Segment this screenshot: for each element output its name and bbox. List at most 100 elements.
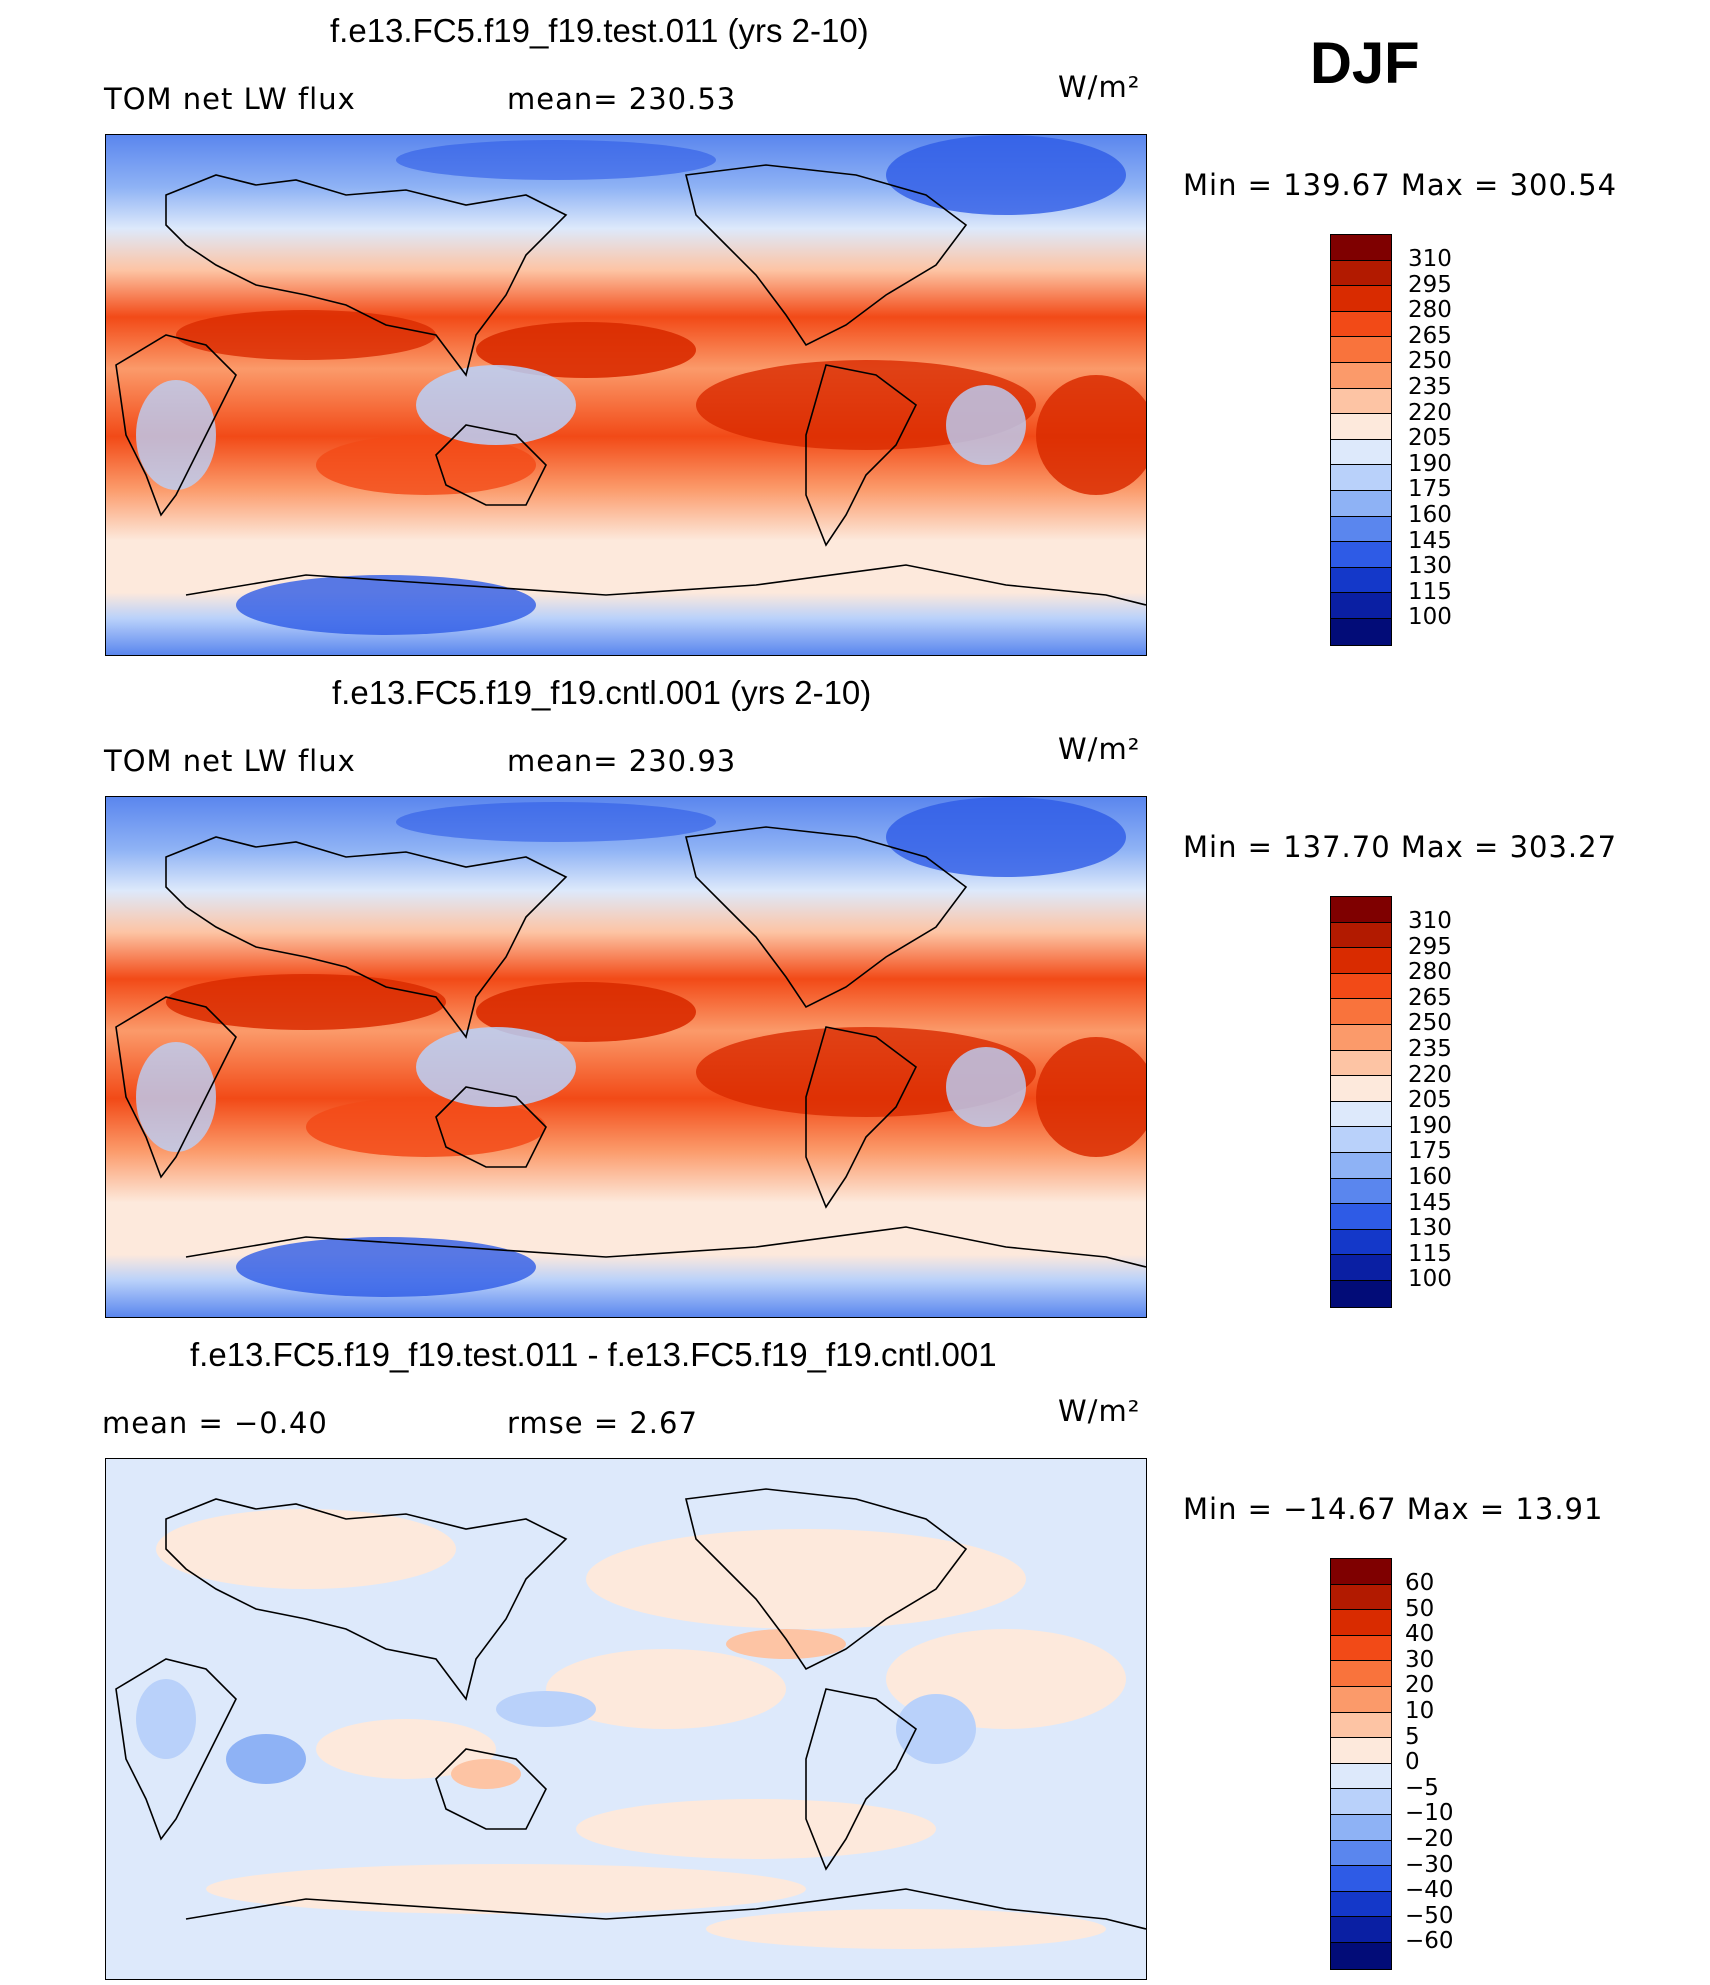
colorbar-swatch	[1331, 286, 1391, 312]
colorbar-swatch	[1331, 1076, 1391, 1102]
colorbar-swatch	[1331, 1763, 1391, 1790]
colorbar-swatch	[1331, 897, 1391, 923]
colorbar-swatch	[1331, 1686, 1391, 1713]
panel-2-colorbar	[1330, 896, 1392, 1308]
colorbar-label: 40	[1405, 1621, 1435, 1648]
colorbar-swatch	[1331, 490, 1391, 517]
colorbar-swatch	[1331, 1840, 1391, 1867]
panel-1-colorbar	[1330, 234, 1392, 646]
colorbar-swatch	[1331, 465, 1391, 491]
colorbar-label: 50	[1405, 1595, 1435, 1622]
colorbar-label: 100	[1408, 1266, 1452, 1293]
colorbar-label: 280	[1408, 297, 1452, 324]
colorbar-label: 250	[1408, 348, 1452, 375]
colorbar-swatch	[1331, 1204, 1391, 1230]
colorbar-swatch	[1331, 260, 1391, 287]
panel-1-units: W/m²	[1058, 70, 1141, 104]
colorbar-label: 175	[1408, 1138, 1452, 1165]
colorbar-label: 205	[1408, 1087, 1452, 1114]
colorbar-swatch	[1331, 439, 1391, 466]
colorbar-swatch	[1331, 1814, 1391, 1841]
colorbar-label: −50	[1405, 1902, 1454, 1929]
colorbar-swatch	[1331, 999, 1391, 1025]
colorbar-swatch	[1331, 1101, 1391, 1128]
colorbar-label: 190	[1408, 1112, 1452, 1139]
colorbar-swatch	[1331, 948, 1391, 974]
panel-1-title: f.e13.FC5.f19_f19.test.011 (yrs 2-10)	[330, 12, 869, 49]
panel-2-minmax: Min = 137.70 Max = 303.27	[1183, 830, 1618, 864]
colorbar-swatch	[1331, 388, 1391, 415]
colorbar-swatch	[1331, 362, 1391, 389]
colorbar-label: 280	[1408, 959, 1452, 986]
colorbar-label: 30	[1405, 1646, 1435, 1673]
panel-3-colorbar	[1330, 1558, 1392, 1970]
colorbar-swatch	[1331, 1280, 1391, 1307]
colorbar-swatch	[1331, 1178, 1391, 1205]
colorbar-swatch	[1331, 618, 1391, 645]
colorbar-label: 60	[1405, 1570, 1435, 1596]
colorbar-swatch	[1331, 1891, 1391, 1918]
panel-2-colorbar-labels: 310 295 280 265 250 235 220 205 190 175 …	[1408, 908, 1452, 1293]
colorbar-label: 310	[1408, 908, 1452, 934]
colorbar-swatch	[1331, 1610, 1391, 1636]
colorbar-swatch	[1331, 567, 1391, 594]
colorbar-label: −20	[1405, 1825, 1454, 1852]
colorbar-label: 100	[1408, 604, 1452, 631]
colorbar-label: 295	[1408, 271, 1452, 298]
colorbar-swatch	[1331, 973, 1391, 1000]
colorbar-swatch	[1331, 1635, 1391, 1662]
panel-3-minmax: Min = −14.67 Max = 13.91	[1183, 1492, 1604, 1526]
panel-3-colorbar-labels: 60 50 40 30 20 10 5 0 −5 −10 −20 −30 −40…	[1405, 1570, 1454, 1955]
colorbar-swatch	[1331, 1584, 1391, 1611]
colorbar-swatch	[1331, 1255, 1391, 1281]
colorbar-swatch	[1331, 235, 1391, 261]
colorbar-label: 220	[1408, 1061, 1452, 1088]
colorbar-label: 20	[1405, 1672, 1435, 1699]
colorbar-swatch	[1331, 1712, 1391, 1739]
panel-1-map	[105, 134, 1147, 656]
colorbar-swatch	[1331, 1942, 1391, 1969]
colorbar-swatch	[1331, 1024, 1391, 1051]
colorbar-label: 130	[1408, 1215, 1452, 1242]
colorbar-label: −60	[1405, 1928, 1454, 1955]
panel-1-minmax: Min = 139.67 Max = 300.54	[1183, 168, 1618, 202]
panel-2-units: W/m²	[1058, 732, 1141, 766]
colorbar-label: 190	[1408, 450, 1452, 477]
colorbar-label: 0	[1405, 1749, 1420, 1776]
colorbar-label: 235	[1408, 373, 1452, 400]
panel-3-mean: mean = −0.40	[102, 1406, 328, 1440]
colorbar-label: 310	[1408, 246, 1452, 272]
panel-2-map	[105, 796, 1147, 1318]
colorbar-label: 235	[1408, 1035, 1452, 1062]
colorbar-label: −5	[1405, 1774, 1439, 1801]
colorbar-swatch	[1331, 414, 1391, 440]
colorbar-swatch	[1331, 1050, 1391, 1077]
colorbar-label: −30	[1405, 1851, 1454, 1878]
colorbar-label: 115	[1408, 578, 1452, 605]
colorbar-label: 160	[1408, 1163, 1452, 1190]
colorbar-swatch	[1331, 516, 1391, 543]
panel-2-field-label: TOM net LW flux	[104, 744, 356, 778]
colorbar-label: 160	[1408, 501, 1452, 528]
colorbar-label: 250	[1408, 1010, 1452, 1037]
panel-3-units: W/m²	[1058, 1394, 1141, 1428]
colorbar-swatch	[1331, 593, 1391, 619]
colorbar-label: 130	[1408, 553, 1452, 580]
colorbar-label: 265	[1408, 984, 1452, 1011]
colorbar-label: 115	[1408, 1240, 1452, 1267]
colorbar-label: 205	[1408, 425, 1452, 452]
panel-3-rmse: rmse = 2.67	[507, 1406, 698, 1440]
colorbar-label: 220	[1408, 399, 1452, 426]
colorbar-label: −40	[1405, 1877, 1454, 1904]
colorbar-label: 10	[1405, 1697, 1435, 1724]
colorbar-label: 175	[1408, 476, 1452, 503]
colorbar-swatch	[1331, 311, 1391, 338]
colorbar-label: 5	[1405, 1723, 1420, 1750]
panel-1-field-label: TOM net LW flux	[104, 82, 356, 116]
colorbar-label: −10	[1405, 1800, 1454, 1827]
panel-2-mean: mean= 230.93	[507, 744, 737, 778]
colorbar-swatch	[1331, 542, 1391, 568]
colorbar-label: 265	[1408, 322, 1452, 349]
panel-3-map	[105, 1458, 1147, 1980]
panel-1-mean: mean= 230.53	[507, 82, 737, 116]
